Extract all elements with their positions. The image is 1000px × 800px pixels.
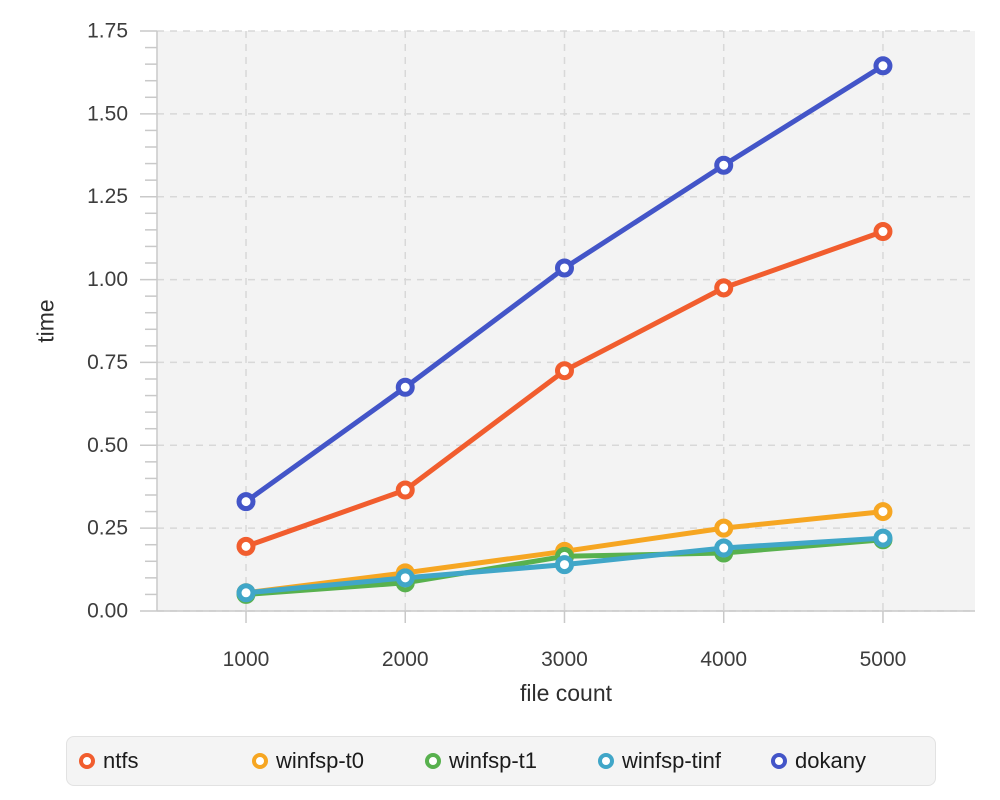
- marker-ntfs-icon: [714, 278, 734, 298]
- legend-item-winfsp-t1: winfsp-t1: [425, 748, 598, 774]
- x-tick-label: 4000: [700, 648, 747, 671]
- legend-item-ntfs: ntfs: [79, 748, 252, 774]
- marker-ntfs-icon: [554, 361, 574, 381]
- marker-ntfs-icon: [395, 480, 415, 500]
- marker-winfsp-t0-icon: [873, 502, 893, 522]
- marker-ntfs-icon: [873, 222, 893, 242]
- x-tick-label: 2000: [382, 648, 429, 671]
- legend-item-label: winfsp-tinf: [622, 748, 722, 773]
- legend-item-label: ntfs: [103, 748, 139, 773]
- marker-dokany-icon: [554, 258, 574, 278]
- legend-marker-icon: [252, 753, 268, 769]
- x-tick-label: 3000: [541, 648, 588, 671]
- y-axis-title: time: [32, 299, 59, 343]
- marker-ntfs-icon: [236, 536, 256, 556]
- y-tick-label: 1.50: [87, 102, 128, 125]
- marker-winfsp-tinf-icon: [873, 528, 893, 548]
- marker-dokany-icon: [236, 492, 256, 512]
- marker-winfsp-tinf-icon: [554, 555, 574, 575]
- legend-item-label: winfsp-t1: [449, 748, 538, 773]
- legend-item-label: winfsp-t0: [276, 748, 365, 773]
- y-tick-label: 0.25: [87, 517, 128, 540]
- legend-item-winfsp-t0: winfsp-t0: [252, 748, 425, 774]
- marker-dokany-icon: [714, 155, 734, 175]
- marker-winfsp-tinf-icon: [714, 538, 734, 558]
- y-tick-label: 1.00: [87, 268, 128, 291]
- marker-winfsp-t0-icon: [714, 518, 734, 538]
- y-tick-label: 0.00: [87, 600, 128, 623]
- legend-marker-icon: [79, 753, 95, 769]
- y-tick-label: 0.50: [87, 434, 128, 457]
- legend-marker-icon: [425, 753, 441, 769]
- legend-marker-icon: [771, 753, 787, 769]
- legend-marker-icon: [598, 753, 614, 769]
- y-tick-label: 0.75: [87, 351, 128, 374]
- plot-area: [157, 31, 975, 611]
- x-tick-label: 5000: [860, 648, 907, 671]
- x-tick-label: 1000: [223, 648, 270, 671]
- legend-item-winfsp-tinf: winfsp-tinf: [598, 748, 771, 774]
- legend-item-dokany: dokany: [771, 748, 866, 774]
- x-axis-title: file count: [519, 680, 613, 706]
- legend-item-label: dokany: [795, 748, 866, 773]
- y-tick-label: 1.25: [87, 185, 128, 208]
- y-tick-label: 1.75: [87, 20, 128, 43]
- marker-winfsp-tinf-icon: [395, 568, 415, 588]
- marker-dokany-icon: [395, 377, 415, 397]
- legend: ntfs winfsp-t0 winfsp-t1 winfsp-tinf dokany: [66, 736, 936, 786]
- line-chart: 0.00 0.25 0.50 0.75 1.00 1.25 1.50 1.75 1000 2000…: [87, 20, 975, 671]
- marker-winfsp-tinf-icon: [236, 583, 256, 603]
- marker-dokany-icon: [873, 56, 893, 76]
